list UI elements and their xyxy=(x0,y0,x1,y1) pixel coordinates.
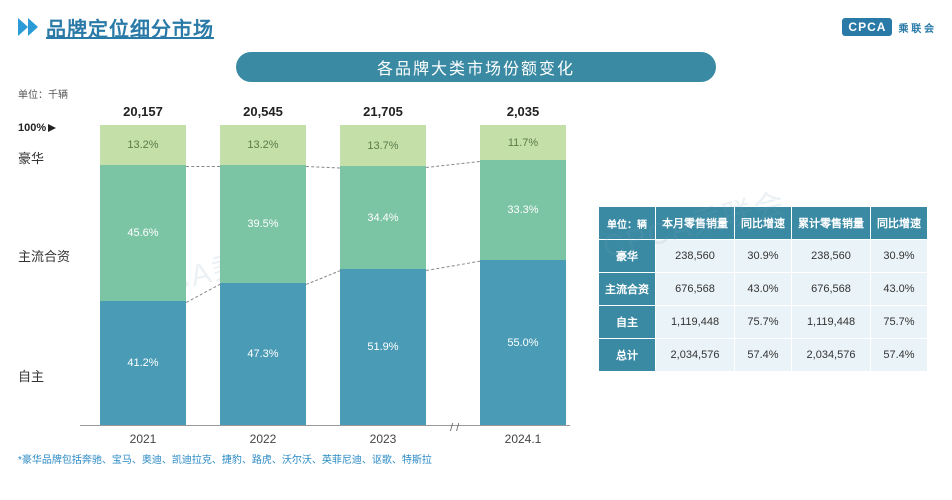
table-cell: 75.7% xyxy=(735,306,792,339)
data-table-wrap: CPCA乘联会 单位：辆本月零售销量同比增速累计零售销量同比增速豪华238,56… xyxy=(598,206,928,466)
bar-total-label: 2,035 xyxy=(480,104,566,119)
arrow-right-icon xyxy=(48,124,56,132)
table-row-header: 自主 xyxy=(599,306,656,339)
logo-badge: CPCA xyxy=(842,18,892,36)
bar-segment-自主: 47.3% xyxy=(220,283,306,425)
x-tick-label: 2022 xyxy=(220,432,306,446)
trend-connector xyxy=(186,284,220,303)
table-cell: 57.4% xyxy=(735,339,792,372)
table-cell: 43.0% xyxy=(871,273,928,306)
table-row: 自主1,119,44875.7%1,119,44875.7% xyxy=(599,306,928,339)
axis-break-icon: / / xyxy=(450,422,459,434)
trend-connector xyxy=(306,166,340,168)
table-cell: 2,034,576 xyxy=(792,339,871,372)
chevrons-icon xyxy=(18,18,38,36)
table-cell: 676,568 xyxy=(792,273,871,306)
bar-total-label: 20,545 xyxy=(220,104,306,119)
logo-subtitle: 乘 联 会 xyxy=(898,20,934,35)
x-tick-label: 2024.1 xyxy=(480,432,566,446)
bar-segment-主流合资: 34.4% xyxy=(340,166,426,269)
table-cell: 43.0% xyxy=(735,273,792,306)
table-row-header: 主流合资 xyxy=(599,273,656,306)
table-cell: 2,034,576 xyxy=(656,339,735,372)
trend-connector xyxy=(306,270,340,285)
table-row: 总计2,034,57657.4%2,034,57657.4% xyxy=(599,339,928,372)
unit-label: 单位：千辆 xyxy=(18,86,68,101)
bar-segment-主流合资: 45.6% xyxy=(100,165,186,302)
bar-column: 47.3%39.5%13.2% xyxy=(220,125,306,425)
bar-column: 51.9%34.4%13.7% xyxy=(340,125,426,425)
table-cell: 30.9% xyxy=(735,240,792,273)
logo: CPCA 乘 联 会 xyxy=(842,18,934,36)
table-cell: 676,568 xyxy=(656,273,735,306)
chart-title-bar: 各品牌大类市场份额变化 xyxy=(236,52,716,82)
x-tick-label: 2023 xyxy=(340,432,426,446)
table-column-header: 同比增速 xyxy=(735,207,792,240)
table-column-header: 同比增速 xyxy=(871,207,928,240)
bar-segment-自主: 41.2% xyxy=(100,301,186,425)
table-cell: 1,119,448 xyxy=(792,306,871,339)
bar-total-label: 20,157 xyxy=(100,104,186,119)
chart-title: 各品牌大类市场份额变化 xyxy=(377,55,575,79)
axis-100-text: 100% xyxy=(18,122,46,134)
table-cell: 1,119,448 xyxy=(656,306,735,339)
header: 品牌定位细分市场 CPCA 乘 联 会 xyxy=(18,10,934,44)
trend-connector xyxy=(426,261,480,271)
plot-area: CPCA乘联会 41.2%45.6%13.2%20,157202147.3%39… xyxy=(80,126,570,426)
table-row-header: 总计 xyxy=(599,339,656,372)
bar-segment-自主: 51.9% xyxy=(340,269,426,425)
bar-segment-豪华: 13.7% xyxy=(340,125,426,166)
table-row-header: 豪华 xyxy=(599,240,656,273)
data-table: 单位：辆本月零售销量同比增速累计零售销量同比增速豪华238,56030.9%23… xyxy=(598,206,928,372)
bar-segment-豪华: 13.2% xyxy=(100,125,186,165)
chevron-icon xyxy=(28,18,38,36)
bar-segment-豪华: 11.7% xyxy=(480,125,566,160)
stacked-bar-chart: 单位：千辆 100% 豪华 主流合资 自主 CPCA乘联会 41.2%45.6%… xyxy=(18,86,578,466)
bar-segment-主流合资: 33.3% xyxy=(480,160,566,260)
bar-segment-自主: 55.0% xyxy=(480,260,566,425)
table-cell: 238,560 xyxy=(792,240,871,273)
page-title: 品牌定位细分市场 xyxy=(46,13,214,42)
trend-connector xyxy=(186,166,220,167)
chevron-icon xyxy=(18,18,28,36)
bar-segment-豪华: 13.2% xyxy=(220,125,306,165)
table-corner: 单位：辆 xyxy=(599,207,656,240)
bar-segment-主流合资: 39.5% xyxy=(220,165,306,284)
title-wrap: 品牌定位细分市场 xyxy=(18,13,214,42)
table-row: 主流合资676,56843.0%676,56843.0% xyxy=(599,273,928,306)
trend-connector xyxy=(426,161,480,168)
bar-column: 55.0%33.3%11.7% xyxy=(480,125,566,425)
y-category-domestic: 自主 xyxy=(18,366,44,385)
bar-total-label: 21,705 xyxy=(340,104,426,119)
x-tick-label: 2021 xyxy=(100,432,186,446)
bar-column: 41.2%45.6%13.2% xyxy=(100,125,186,425)
table-row: 豪华238,56030.9%238,56030.9% xyxy=(599,240,928,273)
table-cell: 30.9% xyxy=(871,240,928,273)
y-category-luxury: 豪华 xyxy=(18,148,44,167)
y-category-jv: 主流合资 xyxy=(18,246,70,265)
table-cell: 57.4% xyxy=(871,339,928,372)
table-column-header: 累计零售销量 xyxy=(792,207,871,240)
axis-100-label: 100% xyxy=(18,122,56,134)
main-content: 单位：千辆 100% 豪华 主流合资 自主 CPCA乘联会 41.2%45.6%… xyxy=(18,86,934,466)
footnote: *豪华品牌包括奔驰、宝马、奥迪、凯迪拉克、捷豹、路虎、沃尔沃、英菲尼迪、讴歌、特… xyxy=(18,451,432,466)
table-cell: 238,560 xyxy=(656,240,735,273)
table-column-header: 本月零售销量 xyxy=(656,207,735,240)
table-cell: 75.7% xyxy=(871,306,928,339)
slide: 品牌定位细分市场 CPCA 乘 联 会 各品牌大类市场份额变化 单位：千辆 10… xyxy=(0,0,952,500)
